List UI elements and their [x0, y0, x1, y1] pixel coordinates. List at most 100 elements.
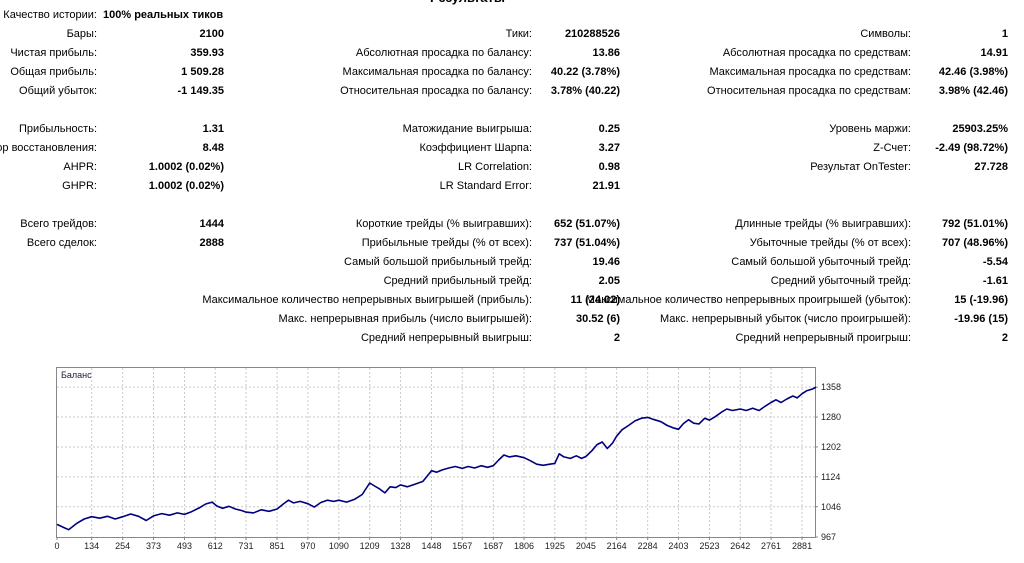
- stat-label-col3: Убыточные трейды (% от всех):: [749, 237, 911, 249]
- x-axis-tick-label: 731: [238, 541, 254, 551]
- stat-label-col2: Средний прибыльный трейд:: [383, 275, 532, 287]
- stats-row: Качество истории: 100% реальных тиков: [0, 6, 1024, 25]
- stat-label-col2: Короткие трейды (% выигравших):: [355, 218, 532, 230]
- x-axis-tick-label: 1567: [452, 541, 473, 551]
- stat-label-col2: Максимальное количество непрерывных выиг…: [202, 294, 532, 306]
- stat-label-col3: Самый большой убыточный трейд:: [731, 256, 911, 268]
- stat-value-col2: 0.25: [598, 123, 620, 135]
- y-axis-tick-label: 1358: [821, 382, 842, 393]
- stat-label-col2: Абсолютная просадка по балансу:: [355, 47, 532, 59]
- stat-value-col2: 40.22 (3.78%): [550, 66, 620, 78]
- balance-chart: Баланс: [56, 367, 818, 540]
- y-axis-tick-label: 1202: [821, 441, 842, 452]
- stats-row: Всего сделок: 2888 Прибыльные трейды (% от…: [0, 234, 1024, 253]
- stat-label-col1: GHPR:: [62, 180, 97, 192]
- balance-line: [56, 386, 817, 531]
- stats-row: Макс. непрерывная прибыль (число выигрыш…: [0, 310, 1024, 329]
- stat-value-col3: 27.728: [974, 161, 1008, 173]
- stat-value-col2: 30.52 (6): [575, 313, 620, 325]
- stats-row: Самый большой прибыльный трейд: 19.46 Самы…: [0, 253, 1024, 272]
- stat-value-col3: 792 (51.01%): [941, 218, 1008, 230]
- stat-label-col1: Всего сделок:: [26, 237, 97, 249]
- x-axis-tick-label: 2881: [792, 541, 813, 551]
- stat-label-col3: Максимальная просадка по средствам:: [709, 66, 911, 78]
- x-axis-tick-label: 134: [84, 541, 100, 551]
- stat-value-col2: 2: [613, 332, 620, 344]
- stats-row: GHPR: 1.0002 (0.02%) LR Standard Error: 21.…: [0, 177, 1024, 196]
- stat-value-col1: 359.93: [190, 47, 224, 59]
- stat-value-col2: 2.05: [598, 275, 620, 287]
- stat-label-col2: Матожидание выигрыша:: [402, 123, 532, 135]
- x-axis-tick-label: 373: [145, 541, 161, 551]
- stat-value-col3: -1.61: [982, 275, 1008, 287]
- stat-value-col2: 210288526: [564, 28, 620, 40]
- x-axis-tick-label: 2403: [668, 541, 689, 551]
- x-axis-tick-label: 493: [176, 541, 192, 551]
- stat-value-col2: 11 (24.02): [570, 294, 620, 306]
- stat-value-col3: 15 (-19.96): [954, 294, 1008, 306]
- results-tab-title: Результаты: [430, 0, 505, 5]
- stat-label-col3: Уровень маржи:: [829, 123, 911, 135]
- x-axis-tick-label: 1806: [514, 541, 535, 551]
- stat-value-col2: 13.86: [592, 47, 620, 59]
- stat-value-col1: 1.0002 (0.02%): [148, 161, 224, 173]
- stat-value-col3: 25903.25%: [952, 123, 1008, 135]
- stat-label-col2: Средний непрерывный выигрыш:: [360, 332, 532, 344]
- stat-label-col3: Максимальное количество непрерывных прои…: [585, 294, 911, 306]
- stat-label-col1: Общий убыток:: [19, 85, 97, 97]
- stat-label-col2: Коэффициент Шарпа:: [419, 142, 532, 154]
- y-axis-tick-label: 1124: [821, 471, 841, 482]
- stat-label-col2: Прибыльные трейды (% от всех):: [361, 237, 532, 249]
- stat-value-col3: 1: [1001, 28, 1008, 40]
- stat-label-col1: тор восстановления:: [0, 142, 97, 154]
- stats-row: Средний непрерывный выигрыш: 2 Средний неп…: [0, 329, 1024, 348]
- stat-label-col1: Качество истории:: [3, 9, 97, 21]
- stat-label-col1: Прибыльность:: [18, 123, 97, 135]
- stat-value-col1: 100% реальных тиков: [103, 9, 224, 21]
- stat-value-col1: 2888: [199, 237, 224, 249]
- stat-label-col2: Макс. непрерывная прибыль (число выигрыш…: [278, 313, 532, 325]
- x-axis-tick-label: 254: [115, 541, 131, 551]
- stat-value-col2: 19.46: [592, 256, 620, 268]
- stat-label-col3: Длинные трейды (% выигравших):: [735, 218, 911, 230]
- stat-label-col1: Чистая прибыль:: [10, 47, 97, 59]
- stat-label-col2: LR Standard Error:: [439, 180, 532, 192]
- stats-row: Максимальное количество непрерывных выиг…: [0, 291, 1024, 310]
- stat-value-col2: 737 (51.04%): [553, 237, 620, 249]
- stat-label-col3: Средний непрерывный проигрыш:: [735, 332, 911, 344]
- stats-row: Всего трейдов: 1444 Короткие трейды (% выи…: [0, 215, 1024, 234]
- x-axis-tick-label: 1687: [483, 541, 504, 551]
- stat-value-col1: 1.0002 (0.02%): [148, 180, 224, 192]
- stat-value-col3: 14.91: [980, 47, 1008, 59]
- x-axis-tick-label: 2045: [575, 541, 596, 551]
- stat-label-col2: Относительная просадка по балансу:: [340, 85, 532, 97]
- stat-value-col1: 1444: [199, 218, 224, 230]
- chart-plot-svg: [56, 368, 818, 540]
- stat-label-col3: Z-Счет:: [873, 142, 911, 154]
- stats-row: AHPR: 1.0002 (0.02%) LR Correlation: 0.98 Ре…: [0, 158, 1024, 177]
- x-axis-tick-label: 1209: [359, 541, 380, 551]
- stat-value-col3: -19.96 (15): [954, 313, 1008, 325]
- stat-value-col1: 1.31: [202, 123, 224, 135]
- stat-value-col2: 652 (51.07%): [553, 218, 620, 230]
- stat-label-col1: Общая прибыль:: [10, 66, 97, 78]
- stat-label-col1: Бары:: [66, 28, 97, 40]
- stat-value-col2: 0.98: [598, 161, 620, 173]
- stat-label-col2: Максимальная просадка по балансу:: [342, 66, 532, 78]
- stats-row: Средний прибыльный трейд: 2.05 Средний убы…: [0, 272, 1024, 291]
- y-axis-tick-label: 1280: [821, 412, 842, 423]
- stat-label-col2: Самый большой прибыльный трейд:: [344, 256, 532, 268]
- stat-value-col2: 3.78% (40.22): [550, 85, 620, 97]
- stats-row: тор восстановления: 8.48 Коэффициент Шарпа…: [0, 139, 1024, 158]
- stat-label-col3: Результат OnTester:: [810, 161, 911, 173]
- x-axis-tick-label: 2284: [637, 541, 658, 551]
- stat-label-col3: Абсолютная просадка по средствам:: [722, 47, 911, 59]
- stat-label-col2: Тики:: [505, 28, 532, 40]
- x-axis-tick-label: 2164: [606, 541, 627, 551]
- x-axis-tick-label: 2523: [699, 541, 720, 551]
- stat-value-col1: 8.48: [202, 142, 224, 154]
- y-axis-tick-label: 967: [821, 532, 837, 542]
- stats-row: Чистая прибыль: 359.93 Абсолютная просадка…: [0, 44, 1024, 63]
- stat-value-col1: 2100: [199, 28, 224, 40]
- y-axis-tick-label: 1046: [821, 501, 842, 512]
